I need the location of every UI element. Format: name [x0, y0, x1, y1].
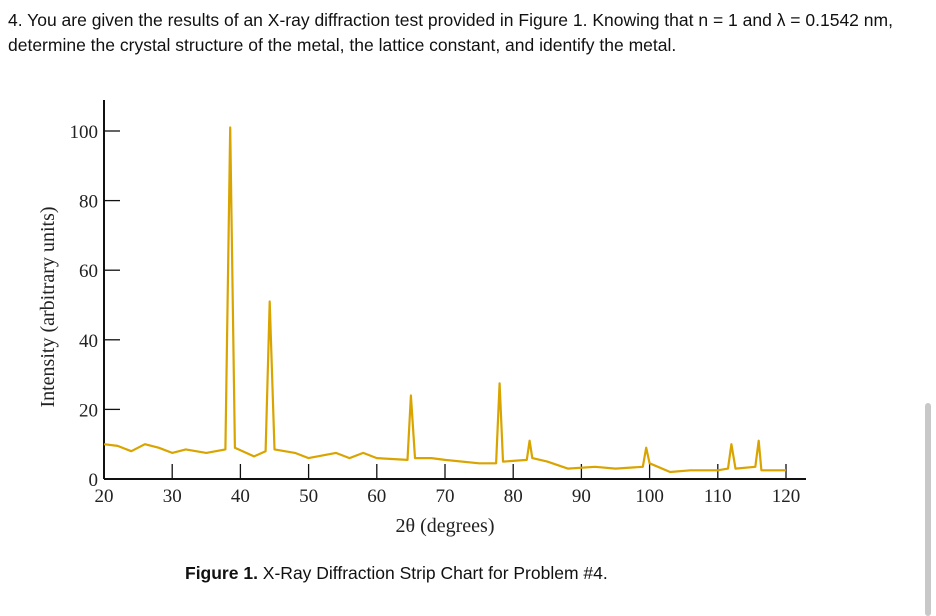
y-tick-label: 100: [70, 122, 99, 143]
y-tick-label: 60: [79, 261, 98, 282]
y-tick-label: 40: [79, 331, 98, 352]
x-tick-label: 60: [367, 486, 386, 507]
y-tick-label: 0: [89, 470, 99, 491]
y-ticks: 0 20 40 60 80 100: [70, 122, 120, 491]
x-tick-label: 20: [95, 486, 114, 507]
x-tick-label: 70: [436, 486, 455, 507]
x-ticks: 20 30 40 50 60 70 80 90 100 110 120: [95, 464, 801, 507]
scrollbar[interactable]: [925, 403, 931, 616]
y-tick-label: 80: [79, 192, 98, 213]
x-tick-label: 110: [704, 486, 732, 507]
y-axis-label: Intensity (arbitrary units): [37, 206, 59, 407]
figure-caption: Figure 1. X-Ray Diffraction Strip Chart …: [185, 563, 608, 584]
x-tick-label: 50: [299, 486, 318, 507]
axes: [103, 100, 806, 480]
x-tick-label: 100: [635, 486, 664, 507]
problem-statement: 4. You are given the results of an X-ray…: [8, 10, 893, 55]
x-tick-label: 30: [163, 486, 182, 507]
caption-text: X-Ray Diffraction Strip Chart for Proble…: [257, 563, 608, 583]
diffraction-trace: [103, 126, 786, 474]
y-tick-label: 20: [79, 400, 98, 421]
x-tick-label: 40: [231, 486, 250, 507]
x-tick-label: 120: [772, 486, 801, 507]
x-tick-label: 80: [504, 486, 523, 507]
figure-label: Figure 1.: [185, 563, 258, 583]
x-axis-label: 2θ (degrees): [396, 515, 495, 537]
x-tick-label: 90: [572, 486, 591, 507]
